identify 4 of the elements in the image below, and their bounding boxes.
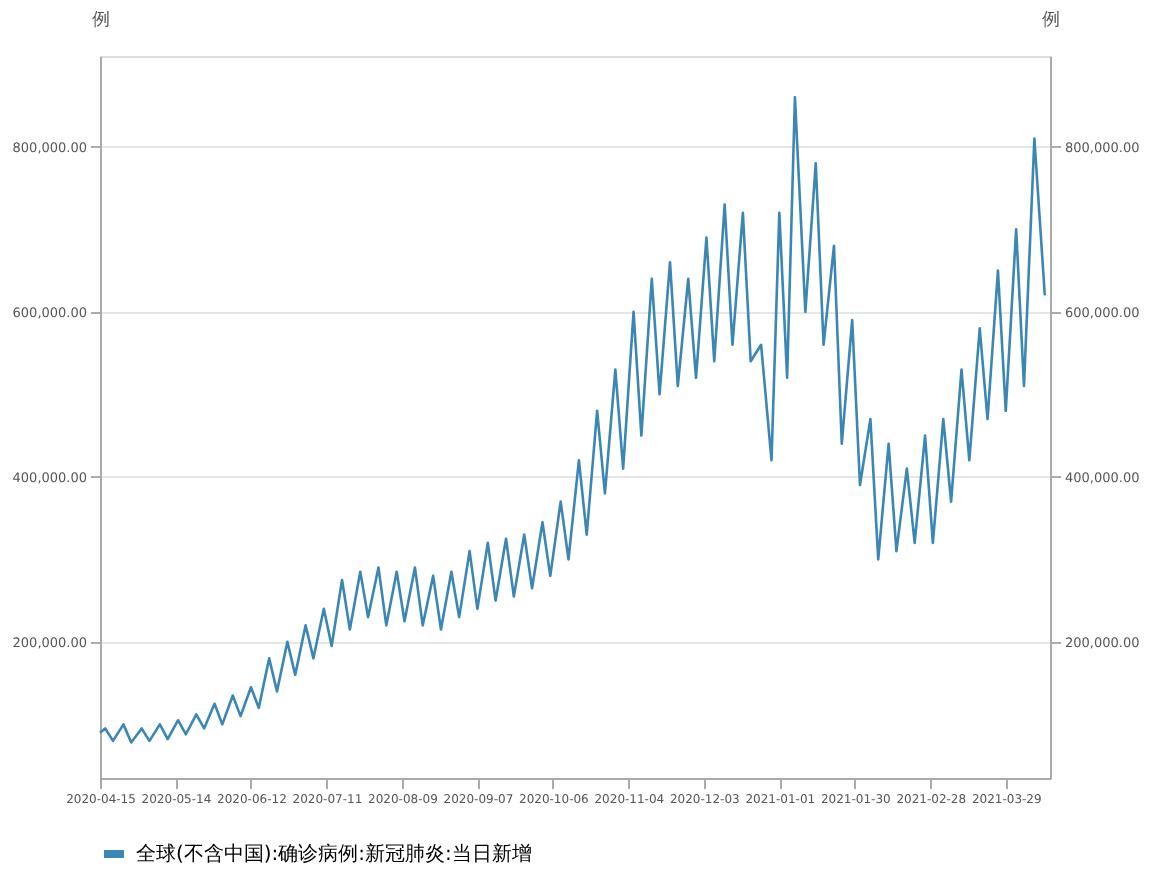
y2-axis-title: 例 [1042,9,1060,31]
legend-label: 全球(不含中国):确诊病例:新冠肺炎:当日新增 [136,842,532,866]
line-series [98,95,1047,744]
y-axis-title: 例 [92,9,110,31]
